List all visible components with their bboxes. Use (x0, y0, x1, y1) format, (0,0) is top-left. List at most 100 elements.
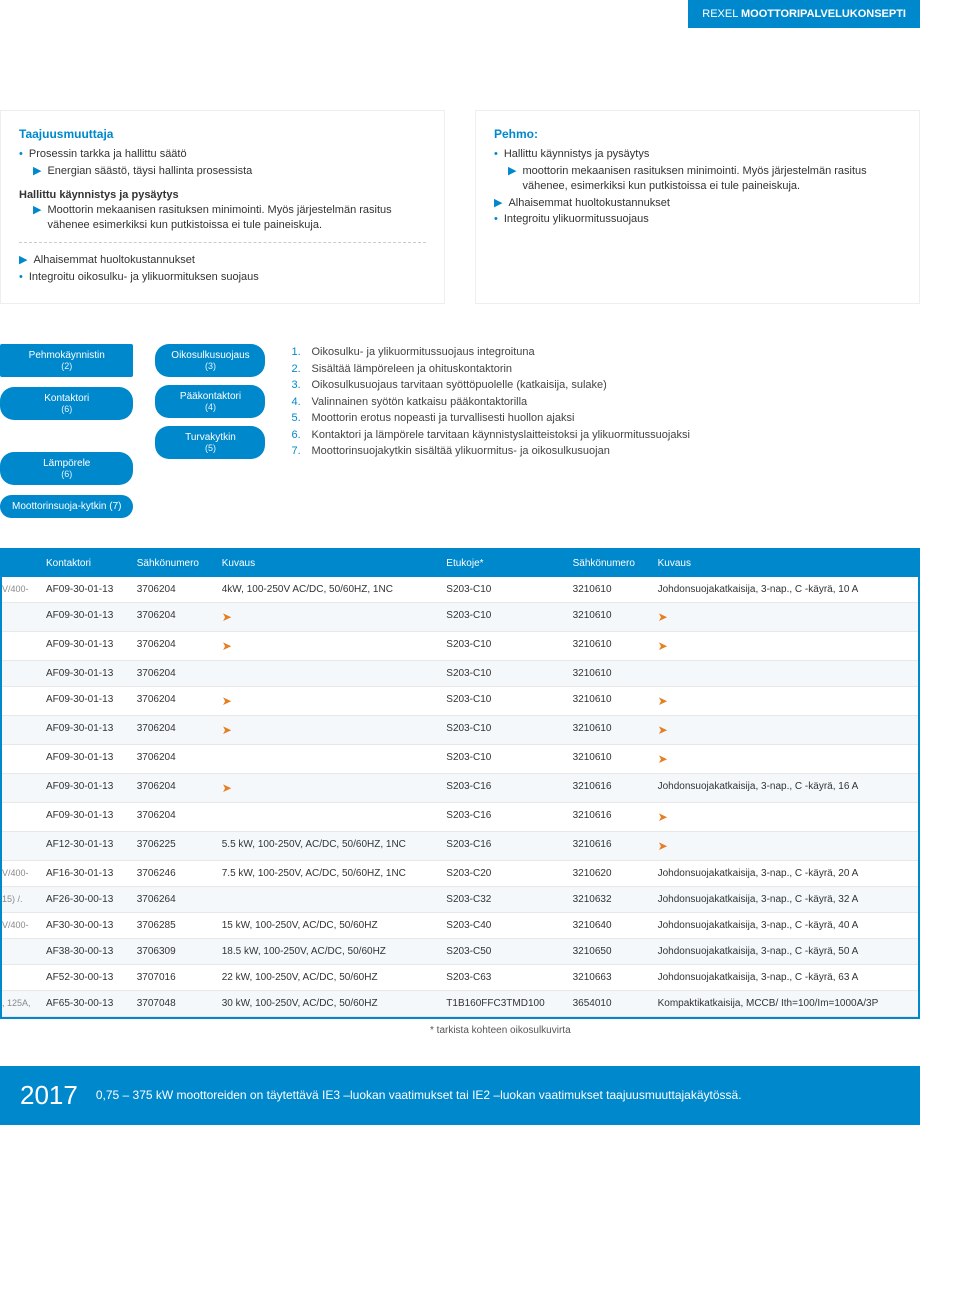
table-cell: AF52-30-00-13 (40, 965, 131, 991)
table-cell: 3210640 (567, 913, 652, 939)
table-row: AF09-30-01-133706204➤S203-C103210610➤ (2, 632, 918, 661)
table-cell: 3210610 (567, 603, 652, 632)
table-cell: 3706204 (131, 661, 216, 687)
table-cell: 3706204 (131, 687, 216, 716)
table-cell: 3210610 (567, 661, 652, 687)
table-cell: 15) /. (2, 887, 40, 913)
table-cell: AF09-30-01-13 (40, 577, 131, 603)
table-cell: 3706204 (131, 774, 216, 803)
table-row: V/400-AF09-30-01-1337062044kW, 100-250V … (2, 577, 918, 603)
table-cell: ➤ (652, 803, 918, 832)
table-cell: Johdonsuojakatkaisija, 3-nap., C -käyrä,… (652, 774, 918, 803)
table-cell: S203-C16 (440, 774, 566, 803)
table-cell: Johdonsuojakatkaisija, 3-nap., C -käyrä,… (652, 861, 918, 887)
table-cell: 3210650 (567, 939, 652, 965)
table-cell: ➤ (652, 603, 918, 632)
table-row: AF09-30-01-133706204➤S203-C163210616Johd… (2, 774, 918, 803)
table-cell: 15 kW, 100-250V, AC/DC, 50/60HZ (216, 913, 441, 939)
table-row: AF09-30-01-133706204➤S203-C103210610➤ (2, 603, 918, 632)
table-cell: AF09-30-01-13 (40, 774, 131, 803)
table-header: Etukoje* (440, 550, 566, 577)
bullet-line: •Integroitu oikosulku- ja ylikuormitukse… (19, 270, 426, 285)
table-header: Kontaktori (40, 550, 131, 577)
table-cell: S203-C63 (440, 965, 566, 991)
table-cell (216, 661, 441, 687)
numbered-list: 1.Oikosulku- ja ylikuormitussuojaus inte… (291, 344, 689, 460)
table-row: AF09-30-01-133706204➤S203-C103210610➤ (2, 687, 918, 716)
table-cell: 3654010 (567, 991, 652, 1017)
table-cell (2, 939, 40, 965)
bullet-line: •Integroitu ylikuormitussuojaus (494, 212, 901, 227)
table-cell: 3210610 (567, 716, 652, 745)
table-cell: AF30-30-00-13 (40, 913, 131, 939)
list-item: 2.Sisältää lämpöreleen ja ohituskontakto… (291, 361, 689, 378)
table-cell: 7.5 kW, 100-250V, AC/DC, 50/60HZ, 1NC (216, 861, 441, 887)
right-info-box: Pehmo: •Hallittu käynnistys ja pysäytys▶… (475, 110, 920, 304)
table-cell: S203-C50 (440, 939, 566, 965)
table-cell: 3210616 (567, 832, 652, 861)
table-cell: 3210616 (567, 774, 652, 803)
table-row: AF12-30-01-1337062255.5 kW, 100-250V, AC… (2, 832, 918, 861)
table-cell (2, 745, 40, 774)
table-cell: ➤ (216, 603, 441, 632)
diagram-node: Lämpörele(6) (0, 452, 133, 485)
table-footnote: * tarkista kohteen oikosulkuvirta (0, 1025, 920, 1036)
table-cell: Johdonsuojakatkaisija, 3-nap., C -käyrä,… (652, 965, 918, 991)
table-cell: Johdonsuojakatkaisija, 3-nap., C -käyrä,… (652, 887, 918, 913)
bullet-line: ▶Alhaisemmat huoltokustannukset (494, 196, 901, 211)
table-cell: 3707016 (131, 965, 216, 991)
table-cell: 3210610 (567, 745, 652, 774)
diagram-node: Moottorinsuoja-kytkin (7) (0, 495, 133, 518)
table-cell: AF09-30-01-13 (40, 661, 131, 687)
table-row: AF09-30-01-133706204➤S203-C103210610➤ (2, 716, 918, 745)
footer-year: 2017 (20, 1080, 78, 1111)
diagram-node: Oikosulkusuojaus(3) (155, 344, 265, 377)
table-cell: ➤ (652, 832, 918, 861)
table-cell: V/400- (2, 913, 40, 939)
table-cell: S203-C10 (440, 661, 566, 687)
table-header: Sähkönumero (567, 550, 652, 577)
diagram: Pehmokäynnistin(2)Kontaktori(6)TaiLämpör… (0, 344, 920, 518)
table-row: 15) /.AF26-30-00-133706264S203-C32321063… (2, 887, 918, 913)
table-row: AF09-30-01-133706204S203-C103210610➤ (2, 745, 918, 774)
header-prefix: REXEL (702, 8, 738, 20)
list-item: 6.Kontaktori ja lämpörele tarvitaan käyn… (291, 427, 689, 444)
footer-msg: 0,75 – 375 kW moottoreiden on täytettävä… (96, 1087, 742, 1104)
table-cell: ➤ (216, 774, 441, 803)
table-cell (2, 632, 40, 661)
table-cell: 3210616 (567, 803, 652, 832)
table-cell (216, 803, 441, 832)
table-cell: 3706204 (131, 603, 216, 632)
header-title: MOOTTORIPALVELUKONSEPTI (741, 8, 906, 20)
table-cell: S203-C16 (440, 832, 566, 861)
table-cell (2, 661, 40, 687)
table-cell: 3706225 (131, 832, 216, 861)
list-item: 4.Valinnainen syötön katkaisu pääkontakt… (291, 394, 689, 411)
left-subtitle: Hallittu käynnistys ja pysäytys (19, 189, 179, 201)
table-cell: 3706204 (131, 632, 216, 661)
table-cell (652, 661, 918, 687)
bullet-line: •Prosessin tarkka ja hallittu säätö (19, 147, 426, 162)
table-row: AF52-30-00-13370701622 kW, 100-250V, AC/… (2, 965, 918, 991)
table-cell: S203-C40 (440, 913, 566, 939)
table-cell (2, 603, 40, 632)
table-header (2, 550, 40, 577)
diagram-node: Pääkontaktori(4) (155, 385, 265, 418)
table-header: Sähkönumero (131, 550, 216, 577)
list-item: 7.Moottorinsuojakytkin sisältää ylikuorm… (291, 443, 689, 460)
table-cell: 18.5 kW, 100-250V, AC/DC, 50/60HZ (216, 939, 441, 965)
table-cell: 3706246 (131, 861, 216, 887)
table-cell: 3210610 (567, 632, 652, 661)
left-title: Taajuusmuuttaja (19, 127, 426, 141)
table-cell (216, 887, 441, 913)
table-cell: AF26-30-00-13 (40, 887, 131, 913)
table-cell: S203-C16 (440, 803, 566, 832)
right-title: Pehmo: (494, 127, 901, 141)
table-cell: ➤ (652, 687, 918, 716)
table-cell: 3210632 (567, 887, 652, 913)
table-cell: 3706264 (131, 887, 216, 913)
table-cell: 3707048 (131, 991, 216, 1017)
table-header: Kuvaus (216, 550, 441, 577)
table-cell (2, 687, 40, 716)
table-cell: ➤ (216, 632, 441, 661)
